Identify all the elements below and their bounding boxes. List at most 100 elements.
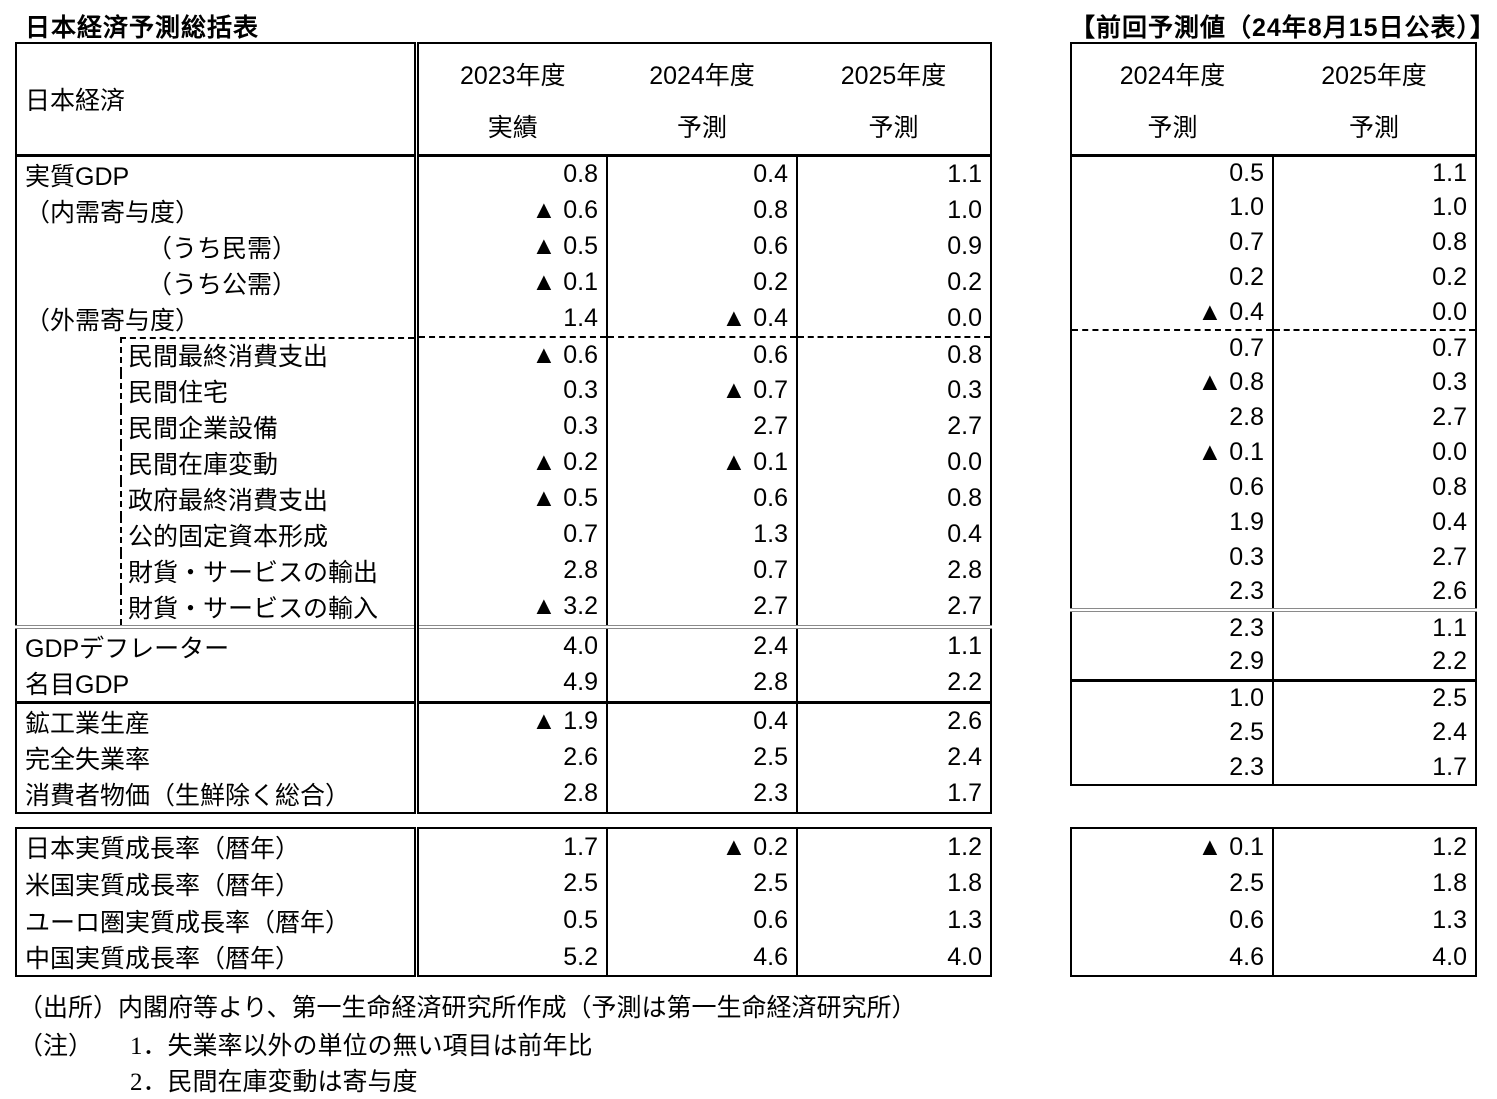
growth-row-prev: 2.5 1.8 — [1071, 865, 1476, 902]
prev-value-2025: 0.0 — [1272, 435, 1476, 470]
indicator-row-prev: 2.3 1.1 — [1071, 608, 1476, 645]
prev-column-header-2025: 2025年度 予測 — [1273, 43, 1476, 157]
value-2023-actual: ▲ 3.2 — [531, 592, 598, 620]
value-2024-forecast: 0.2 — [606, 264, 797, 301]
value-2023-actual: ▲ 0.6 — [531, 196, 598, 224]
prev-value-2024: 2.3 — [1229, 752, 1264, 781]
value-2025-forecast: 0.0 — [796, 300, 991, 337]
row-label: （うち公需） — [16, 264, 419, 301]
value-2024-forecast: 4.6 — [606, 939, 797, 976]
column-year: 2024年度 — [649, 62, 755, 90]
value-2024-forecast: 0.6 — [606, 335, 797, 373]
indicator-row-prev: ▲ 0.1 0.0 — [1071, 435, 1476, 470]
indicator-row-prev: 2.9 2.2 — [1071, 645, 1476, 680]
current-forecast-table: 日本経済 2023年度 実績 2024年度 予測 2025年度 — [15, 42, 992, 814]
row-label: 政府最終消費支出 — [16, 480, 419, 517]
prev-value-2024: 2.3 — [1229, 577, 1264, 605]
value-2025-forecast: 0.4 — [796, 516, 991, 553]
row-label: （外需寄与度） — [16, 300, 419, 337]
prev-value-2025: 2.4 — [1272, 715, 1476, 750]
value-2023-actual: ▲ 1.9 — [416, 700, 607, 740]
value-2025-forecast: 1.1 — [796, 624, 991, 665]
value-2025-forecast: 0.8 — [796, 480, 991, 517]
indicator-row-prev: 2.3 2.6 — [1071, 575, 1476, 610]
prev-value-2025: 2.5 — [1272, 678, 1476, 715]
value-2023-actual: 2.8 — [563, 556, 598, 584]
indicator-row-prev: 0.6 0.8 — [1071, 470, 1476, 505]
indicator-row: 財貨・サービスの輸入 ▲ 3.2 2.7 2.7 — [16, 588, 991, 627]
corner-label: 日本経済 — [16, 43, 419, 157]
growth-rate-table: 日本実質成長率（暦年） 1.7 ▲ 0.2 1.2 米国実質成長率（暦年） 2.… — [15, 827, 992, 977]
prev-value-2024: 2.5 — [1229, 869, 1264, 897]
indicator-row-prev: 1.0 1.0 — [1071, 190, 1476, 225]
prev-value-2024: 2.3 — [1071, 608, 1273, 645]
prev-value-2025: 0.8 — [1272, 225, 1476, 260]
prev-value-2025: 1.2 — [1272, 828, 1476, 865]
prev-value-2025: 2.7 — [1272, 540, 1476, 575]
value-2024-forecast: ▲ 0.1 — [606, 444, 797, 481]
row-label: 完全失業率 — [16, 739, 419, 776]
prev-value-2025: 2.7 — [1272, 400, 1476, 435]
prev-value-2024: 1.9 — [1229, 508, 1264, 536]
column-kind: 予測 — [676, 114, 727, 142]
indicator-row-prev: 0.5 1.1 — [1071, 155, 1476, 190]
growth-rate-table-previous: ▲ 0.1 1.2 2.5 1.8 0.6 1.3 4.6 4.0 — [1070, 827, 1477, 977]
value-2025-forecast: 0.9 — [796, 228, 991, 265]
prev-value-2024: 0.2 — [1229, 263, 1264, 291]
row-label: 民間企業設備 — [16, 408, 419, 445]
prev-value-2025: 0.0 — [1272, 295, 1476, 330]
column-kind: 予測 — [1348, 114, 1399, 142]
header-row: 2024年度 予測 2025年度 予測 — [1071, 43, 1476, 157]
row-label: 民間住宅 — [16, 372, 419, 409]
value-2023-actual: 0.5 — [563, 906, 598, 934]
row-label: 民間在庫変動 — [16, 444, 419, 481]
indicator-row-prev: ▲ 0.4 0.0 — [1071, 295, 1476, 330]
prev-value-2024: 0.7 — [1229, 228, 1264, 256]
value-2024-forecast: 0.4 — [606, 155, 797, 193]
growth-row-prev: 0.6 1.3 — [1071, 902, 1476, 939]
value-2024-forecast: 2.5 — [606, 739, 797, 776]
value-2024-forecast: 0.6 — [606, 480, 797, 517]
prev-value-2024: 0.7 — [1071, 329, 1273, 365]
value-2025-forecast: 0.8 — [796, 335, 991, 373]
prev-value-2024: ▲ 0.1 — [1197, 832, 1264, 861]
indicator-row-prev: 1.9 0.4 — [1071, 505, 1476, 540]
prev-value-2025: 1.0 — [1272, 190, 1476, 225]
current-forecast-body: 実質GDP 0.8 0.4 1.1 （内需寄与度） ▲ 0.6 0.8 1.0 … — [16, 155, 991, 813]
growth-row: ユーロ圏実質成長率（暦年） 0.5 0.6 1.3 — [16, 902, 991, 939]
column-kind: 予測 — [868, 114, 919, 142]
value-2023-actual: 0.8 — [563, 160, 598, 188]
value-2023-actual: ▲ 0.6 — [416, 335, 607, 373]
value-2025-forecast: 4.0 — [796, 939, 991, 976]
prev-value-2024: 1.0 — [1229, 193, 1264, 221]
prev-value-2024: 0.6 — [1229, 906, 1264, 934]
value-2025-forecast: 0.2 — [796, 264, 991, 301]
value-2023-actual: 2.8 — [563, 779, 598, 807]
value-2025-forecast: 1.1 — [796, 155, 991, 193]
value-2025-forecast: 1.0 — [796, 192, 991, 229]
prev-value-2025: 1.1 — [1272, 155, 1476, 190]
value-2024-forecast: 2.7 — [606, 588, 797, 627]
value-2025-forecast: 2.7 — [796, 408, 991, 445]
value-2025-forecast: 2.8 — [796, 552, 991, 589]
previous-forecast-title: 【前回予測値（24年8月15日公表）】 — [1070, 14, 1497, 42]
prev-value-2025: 0.7 — [1272, 329, 1476, 365]
value-2025-forecast: 2.4 — [796, 739, 991, 776]
row-label: 民間最終消費支出 — [16, 336, 419, 373]
prev-value-2025: 2.2 — [1272, 645, 1476, 680]
prev-value-2025: 4.0 — [1272, 939, 1476, 976]
prev-value-2024: 2.5 — [1229, 718, 1264, 746]
column-kind: 実績 — [487, 114, 538, 142]
value-2024-forecast: ▲ 0.7 — [606, 372, 797, 409]
value-2023-actual: 2.5 — [563, 869, 598, 897]
value-2025-forecast: 1.7 — [796, 775, 991, 813]
prev-value-2025: 0.3 — [1272, 365, 1476, 400]
value-2025-forecast: 0.3 — [796, 372, 991, 409]
value-2023-actual: ▲ 0.1 — [531, 268, 598, 296]
prev-value-2025: 1.1 — [1272, 608, 1476, 645]
growth-rate-previous-body: ▲ 0.1 1.2 2.5 1.8 0.6 1.3 4.6 4.0 — [1071, 828, 1476, 976]
row-label: 名目GDP — [16, 664, 419, 702]
row-label: （内需寄与度） — [16, 192, 419, 229]
column-header-2025: 2025年度 予測 — [797, 43, 991, 157]
column-year: 2023年度 — [459, 62, 566, 90]
